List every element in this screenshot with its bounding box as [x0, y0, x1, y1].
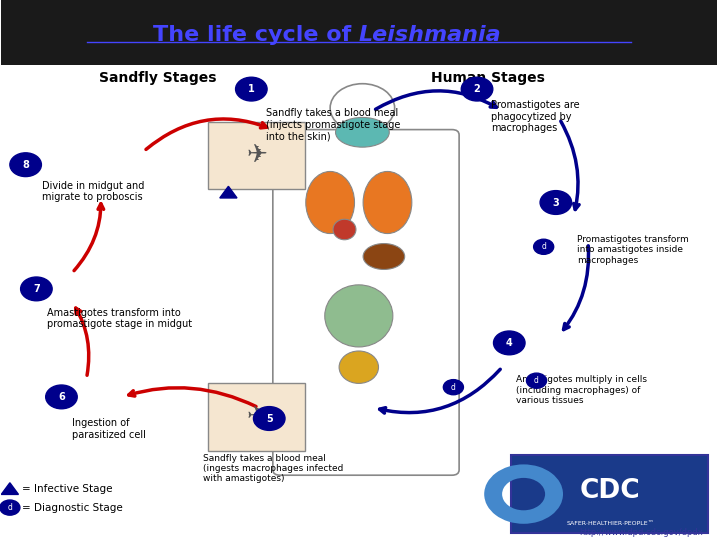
Circle shape — [21, 277, 52, 301]
Text: Amastigotes multiply in cells
(including macrophages) of
various tissues: Amastigotes multiply in cells (including… — [516, 375, 647, 405]
FancyBboxPatch shape — [208, 383, 305, 451]
Text: Leishmania: Leishmania — [359, 25, 501, 45]
Ellipse shape — [325, 285, 393, 347]
Circle shape — [45, 385, 77, 409]
Circle shape — [540, 191, 572, 214]
Circle shape — [253, 407, 285, 430]
Text: 7: 7 — [33, 284, 40, 294]
Ellipse shape — [306, 172, 354, 233]
Ellipse shape — [336, 117, 390, 147]
Text: d: d — [534, 376, 539, 385]
Text: Divide in midgut and
migrate to proboscis: Divide in midgut and migrate to probosci… — [42, 181, 145, 202]
Text: d: d — [7, 503, 12, 512]
Text: d: d — [541, 242, 546, 251]
Wedge shape — [484, 464, 563, 524]
Ellipse shape — [333, 219, 356, 240]
Text: Promastigotes transform
into amastigotes inside
macrophages: Promastigotes transform into amastigotes… — [577, 235, 689, 265]
Polygon shape — [1, 483, 19, 495]
Text: d: d — [451, 383, 456, 391]
Text: Human Stages: Human Stages — [431, 71, 545, 85]
Ellipse shape — [363, 172, 412, 233]
Text: ✈: ✈ — [246, 406, 268, 429]
Circle shape — [0, 500, 20, 515]
Text: 5: 5 — [266, 414, 273, 423]
Text: 3: 3 — [552, 198, 559, 207]
Ellipse shape — [339, 351, 379, 383]
Text: 8: 8 — [22, 160, 29, 170]
Circle shape — [10, 153, 41, 177]
Ellipse shape — [363, 244, 405, 269]
Text: Amastigotes transform into
promastigote stage in midgut: Amastigotes transform into promastigote … — [47, 308, 192, 329]
Text: SAFER·HEALTHIER·PEOPLE™: SAFER·HEALTHIER·PEOPLE™ — [567, 521, 654, 526]
Text: Ingestion of
parasitized cell: Ingestion of parasitized cell — [72, 418, 146, 440]
Circle shape — [534, 239, 554, 254]
Text: = Diagnostic Stage: = Diagnostic Stage — [22, 503, 123, 512]
FancyBboxPatch shape — [511, 455, 708, 533]
Polygon shape — [220, 186, 237, 198]
Circle shape — [493, 331, 525, 355]
Text: Sandfly takes a blood meal
(injects promastigote stage
into the skin): Sandfly takes a blood meal (injects prom… — [266, 108, 400, 141]
Text: Sandfly takes a blood meal
(ingests macrophages infected
with amastigotes): Sandfly takes a blood meal (ingests macr… — [202, 454, 343, 483]
Text: Promastigotes are
phagocytized by
macrophages: Promastigotes are phagocytized by macrop… — [491, 100, 580, 133]
Text: ✈: ✈ — [246, 144, 268, 167]
FancyBboxPatch shape — [208, 122, 305, 189]
Text: 2: 2 — [474, 84, 480, 94]
Circle shape — [444, 380, 464, 395]
Text: http://www.dpd.cdc.gov/dpdx: http://www.dpd.cdc.gov/dpdx — [579, 528, 703, 537]
Circle shape — [235, 77, 267, 101]
FancyBboxPatch shape — [1, 0, 717, 65]
Circle shape — [462, 77, 492, 101]
Text: Sandfly Stages: Sandfly Stages — [99, 71, 217, 85]
Text: The life cycle of: The life cycle of — [153, 25, 359, 45]
Circle shape — [526, 373, 546, 388]
Text: 6: 6 — [58, 392, 65, 402]
Text: CDC: CDC — [580, 478, 641, 504]
Text: = Infective Stage: = Infective Stage — [22, 484, 112, 494]
Text: 4: 4 — [506, 338, 513, 348]
Text: 1: 1 — [248, 84, 255, 94]
